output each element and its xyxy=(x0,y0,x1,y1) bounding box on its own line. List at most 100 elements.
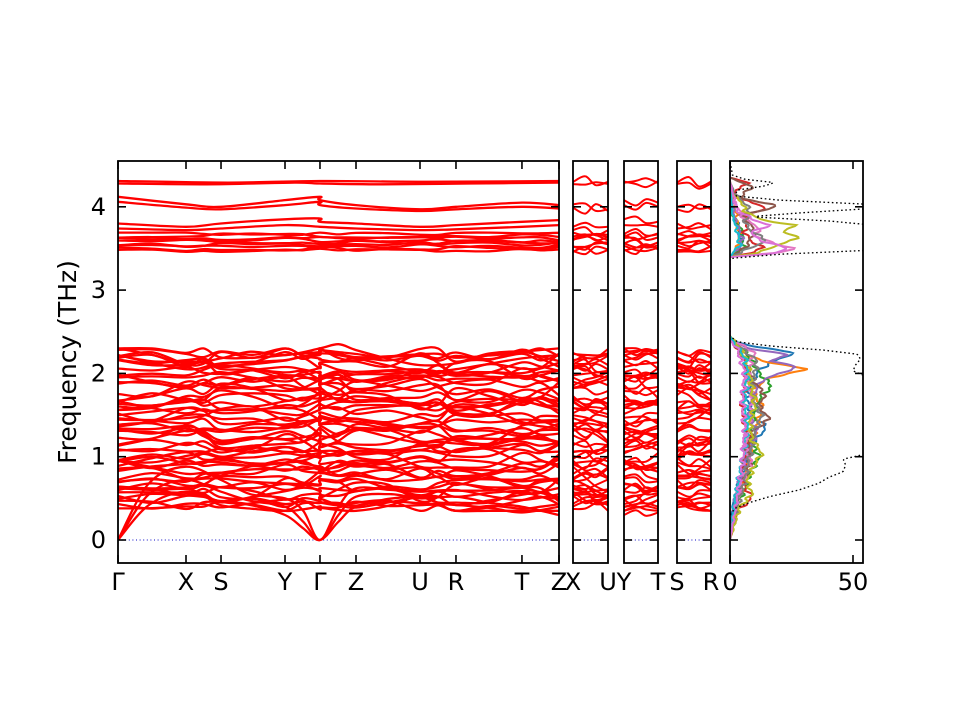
ytick-label: 3 xyxy=(91,276,106,304)
phonon-band xyxy=(118,480,559,504)
ytick-label: 0 xyxy=(91,526,106,554)
phonon-band xyxy=(573,358,608,366)
phonon-band xyxy=(624,399,658,405)
panel-frame xyxy=(676,160,712,564)
kpoint-label: X xyxy=(178,568,194,596)
phonon-band xyxy=(624,359,658,370)
phonon-band xyxy=(118,247,559,253)
panel-sr-bands xyxy=(677,176,711,541)
phonon-band xyxy=(624,499,658,512)
phonon-band xyxy=(573,221,608,229)
phonon-band xyxy=(573,460,608,468)
kpoint-label: Y xyxy=(277,568,293,596)
kpoint-label: U xyxy=(599,568,617,596)
kpoint-label: U xyxy=(411,568,429,596)
phonon-band xyxy=(118,232,559,239)
kpoint-label: S xyxy=(669,568,684,596)
phonon-band xyxy=(118,386,559,408)
panel-dos-curves xyxy=(730,161,863,541)
phonon-band xyxy=(677,230,711,237)
phonon-band xyxy=(624,436,658,445)
phonon-band xyxy=(677,245,711,253)
kpoint-label: Γ xyxy=(313,568,327,596)
phonon-band xyxy=(677,377,711,390)
phonon-band xyxy=(573,445,608,453)
phonon-band xyxy=(677,351,711,364)
ytick-label: 1 xyxy=(91,443,106,471)
phonon-band xyxy=(118,179,559,184)
kpoint-label: Y xyxy=(616,568,632,596)
phonon-band xyxy=(677,375,711,384)
phonon-band xyxy=(118,419,559,441)
phonon-band xyxy=(118,486,559,504)
phonon-band xyxy=(624,372,658,383)
panel-xu-bands xyxy=(573,175,608,541)
phonon-band xyxy=(573,351,608,360)
phonon-band xyxy=(118,382,559,404)
phonon-band xyxy=(573,413,608,423)
phonon-band xyxy=(624,482,658,492)
phonon-band xyxy=(573,429,608,441)
phonon-band xyxy=(677,495,711,504)
phonon-band xyxy=(118,238,559,246)
phonon-band xyxy=(573,488,608,497)
dos-total-curve xyxy=(730,161,863,540)
phonon-band xyxy=(624,473,658,484)
phonon-band xyxy=(624,452,658,464)
phonon-band xyxy=(118,347,559,368)
phonon-band xyxy=(573,404,608,415)
dos-projection-curve xyxy=(730,161,767,541)
phonon-band xyxy=(573,245,608,256)
phonon-band xyxy=(624,461,658,470)
ytick-label: 4 xyxy=(91,193,106,221)
phonon-band xyxy=(677,489,711,500)
kpoint-label: X xyxy=(565,568,581,596)
phonon-band xyxy=(624,244,658,253)
phonon-band xyxy=(573,466,608,480)
phonon-band xyxy=(573,395,608,411)
kpoint-label: T xyxy=(514,568,530,596)
kpoint-label: R xyxy=(448,568,465,596)
y-axis-label: Frequency (THz) xyxy=(53,260,82,464)
phonon-band xyxy=(677,463,711,478)
phonon-band xyxy=(624,427,658,435)
phonon-band xyxy=(118,455,559,477)
phonon-band xyxy=(118,495,559,513)
kpoint-label: R xyxy=(703,568,720,596)
kpoint-label: T xyxy=(650,568,666,596)
phonon-band xyxy=(624,427,658,442)
phonon-band xyxy=(573,397,608,409)
dos-projection-curve xyxy=(730,161,788,541)
phonon-band xyxy=(573,226,608,237)
phonon-band xyxy=(118,449,559,470)
phonon-band xyxy=(624,368,658,380)
phonon-band xyxy=(573,478,608,491)
phonon-band xyxy=(624,231,658,241)
phonon-band xyxy=(677,400,711,412)
phonon-band xyxy=(573,487,608,505)
phonon-band xyxy=(573,374,608,384)
kpoint-label: Z xyxy=(348,568,364,596)
phonon-band xyxy=(573,495,608,512)
phonon-band xyxy=(118,401,559,422)
phonon-band xyxy=(573,396,608,403)
panel-frame xyxy=(623,160,659,564)
phonon-band xyxy=(118,346,559,360)
phonon-band xyxy=(118,427,559,449)
phonon-band xyxy=(677,435,711,447)
phonon-band xyxy=(624,509,658,517)
kpoint-label: Z xyxy=(551,568,567,596)
panel-frame xyxy=(729,160,864,564)
phonon-band xyxy=(573,369,608,377)
phonon-band xyxy=(118,486,559,509)
dos-xtick-label: 50 xyxy=(838,568,869,596)
phonon-band xyxy=(624,223,658,228)
phonon-band xyxy=(118,181,559,186)
phonon-band xyxy=(624,180,658,189)
phonon-band xyxy=(624,458,658,473)
phonon-band xyxy=(624,215,658,225)
phonon-band xyxy=(118,458,559,479)
phonon-band xyxy=(677,240,711,248)
phonon-band xyxy=(677,434,711,444)
